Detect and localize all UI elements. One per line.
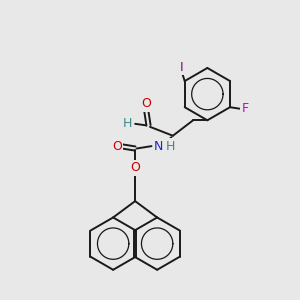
Text: H: H (166, 140, 176, 153)
Text: O: O (112, 140, 122, 153)
Text: O: O (141, 98, 151, 110)
Text: H: H (123, 117, 132, 130)
Text: F: F (242, 102, 249, 115)
Text: N: N (154, 140, 164, 153)
Text: O: O (130, 161, 140, 174)
Text: I: I (180, 61, 184, 74)
